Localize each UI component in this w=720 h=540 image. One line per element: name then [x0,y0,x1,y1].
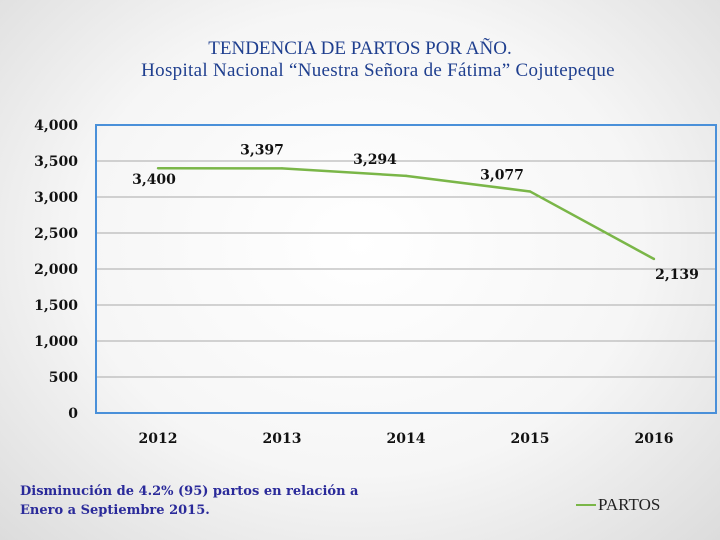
y-tick-label-4: 2,000 [34,262,78,278]
y-tick-label-6: 3,000 [34,190,78,206]
y-tick-label-7: 3,500 [34,154,78,170]
plot-border [95,124,717,414]
chart-title-line-2: Hospital Nacional “Nuestra Señora de Fát… [141,60,615,81]
x-tick-label-2013: 2013 [263,431,302,447]
y-tick-label-3: 1,500 [34,298,78,314]
y-tick-label-2: 1,000 [34,334,78,350]
y-tick-label-1: 500 [49,370,78,386]
note-line-1: Disminución de 4.2% (95) partos en relac… [20,484,359,499]
x-tick-label-2015: 2015 [511,431,550,447]
chart-title: TENDENCIA DE PARTOS POR AÑO. Hospital Na… [0,38,720,82]
x-tick-label-2014: 2014 [387,431,426,447]
data-label-2013: 3,397 [240,142,284,158]
data-labels: 3,400 3,397 3,294 3,077 2,139 [132,142,699,283]
x-axis-tick-labels: 2012 2013 2014 2015 2016 [139,431,674,447]
x-tick-label-2012: 2012 [139,431,178,447]
y-axis-tick-labels: 0 500 1,000 1,500 2,000 2,500 3,000 3,500 4,000 [34,118,78,422]
y-tick-label-8: 4,000 [34,118,78,134]
data-label-2012: 3,400 [132,172,176,188]
x-tick-label-2016: 2016 [635,431,674,447]
data-point-2013 [280,167,284,170]
note-text: Disminución de 4.2% (95) partos en relac… [20,482,380,520]
grid-lines [96,160,716,378]
data-point-2012 [156,167,160,170]
y-tick-label-0: 0 [68,406,78,422]
data-point-2015 [528,190,532,193]
legend-label: PARTOS [598,495,661,514]
data-point-2016 [652,257,656,261]
legend-swatch [576,504,596,506]
data-label-2016: 2,139 [655,267,699,283]
data-label-2015: 3,077 [480,167,524,183]
series-line-partos [157,166,655,261]
data-label-2014: 3,294 [353,152,397,168]
note-line-2: Enero a Septiembre 2015. [20,503,210,518]
y-tick-label-5: 2,500 [34,226,78,242]
chart-title-line-1: TENDENCIA DE PARTOS POR AÑO. [208,38,512,59]
legend: PARTOS [576,495,660,515]
data-point-2014 [404,174,408,178]
series-partos [156,166,656,261]
